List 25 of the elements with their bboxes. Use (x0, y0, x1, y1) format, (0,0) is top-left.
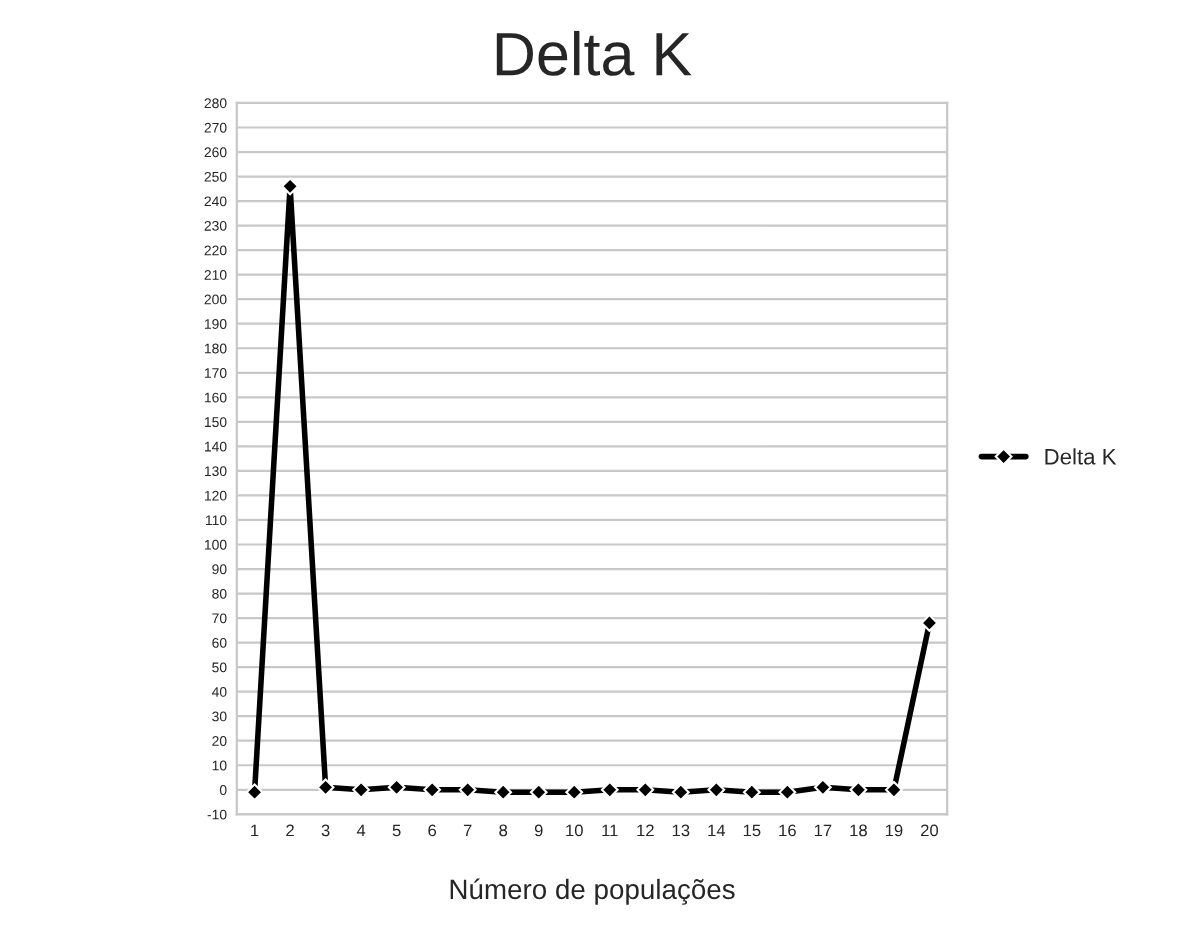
x-tick-label: 8 (499, 824, 508, 837)
x-tick-label: 7 (463, 824, 472, 837)
x-tick-label: 9 (534, 824, 543, 837)
point (885, 780, 903, 799)
x-tick-label: 20 (921, 824, 939, 837)
x-axis-title: Número de populações (450, 878, 735, 905)
chart-title: Delta K (496, 30, 692, 76)
x-tick-label: 2 (286, 824, 294, 837)
x-tick-label: 5 (392, 824, 401, 837)
x-tick-label: 1 (251, 824, 259, 837)
x-tick-label: 10 (566, 824, 583, 837)
x-tick-label: 13 (672, 824, 690, 837)
x-tick-label: 3 (321, 824, 330, 837)
x-tick-label: 16 (779, 824, 796, 837)
x-tick-label: 18 (850, 824, 867, 837)
x-tick-label: 17 (814, 824, 832, 837)
x-tick-label: 6 (428, 824, 437, 837)
x-tick-label: 11 (602, 824, 618, 837)
x-tick-label: 15 (743, 824, 761, 837)
x-tick-label: 14 (708, 824, 726, 837)
legend-label: Delta K (1045, 448, 1117, 465)
x-tick-label: 12 (637, 824, 654, 837)
x-tick-label: 19 (885, 824, 903, 837)
point (281, 177, 299, 196)
x-tick-label: 4 (356, 824, 366, 837)
